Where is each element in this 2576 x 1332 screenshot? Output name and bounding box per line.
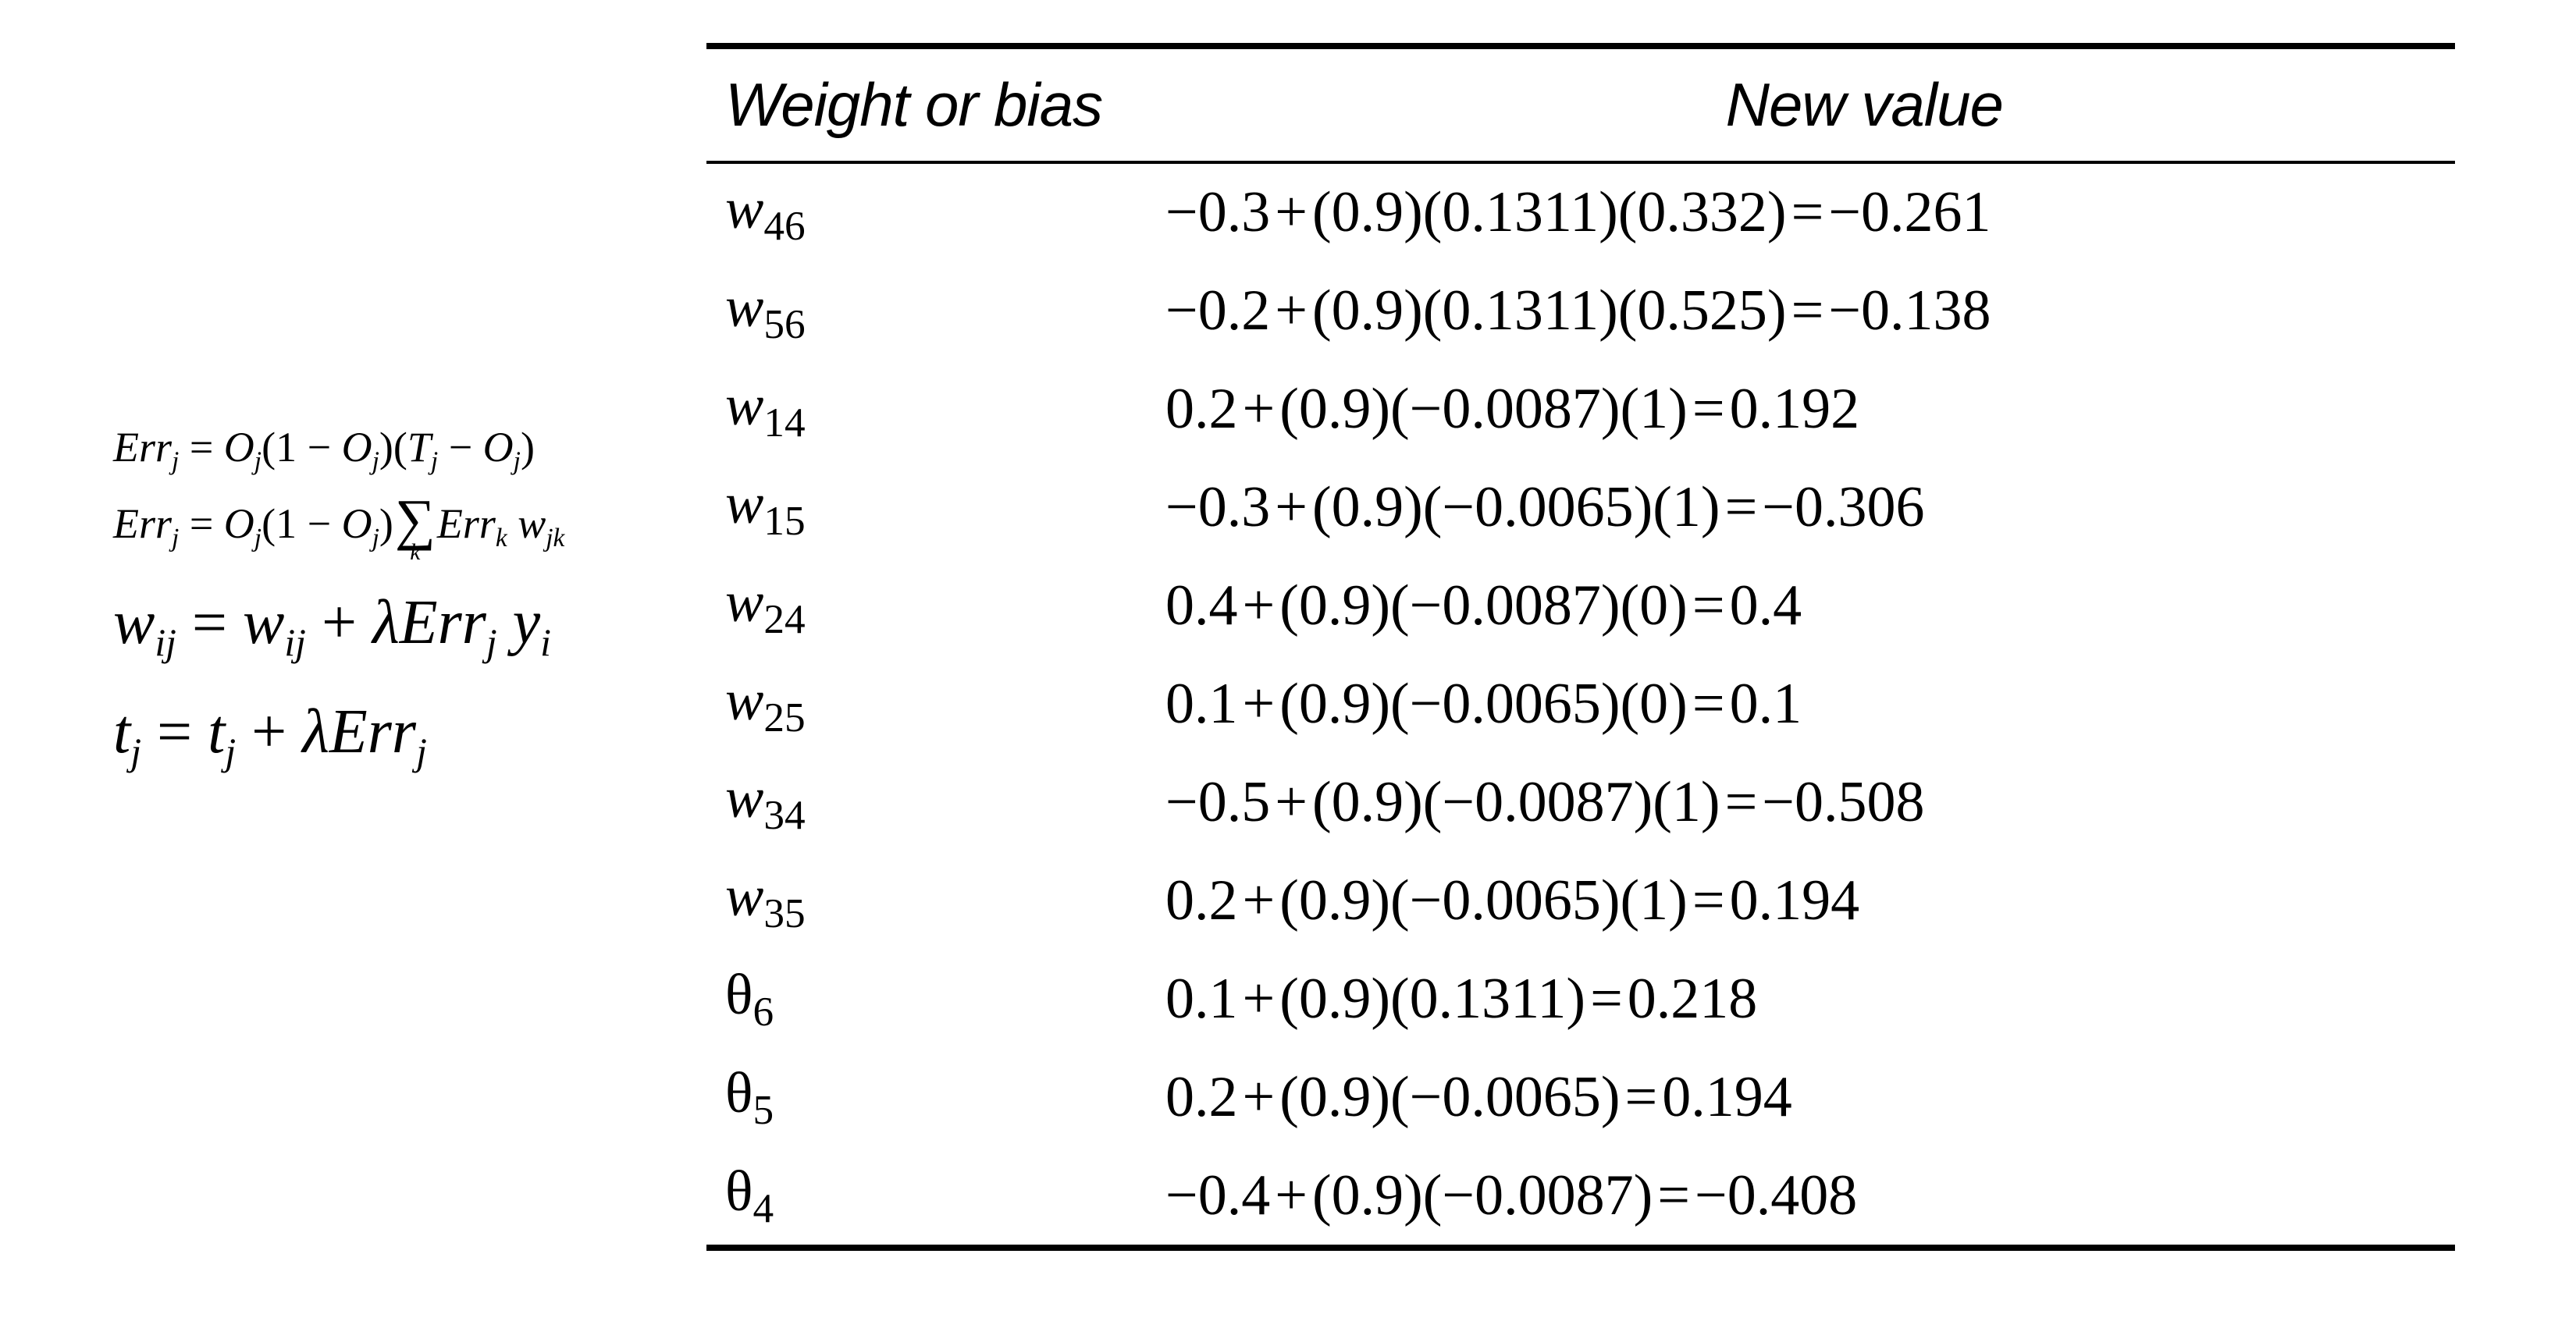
table-row: θ60.1+(0.9)(0.1311)=0.218 (706, 950, 2455, 1048)
weights-table-wrap: Weight or bias New value w46−0.3+(0.9)(0… (706, 43, 2455, 1251)
cell-symbol: w35 (706, 851, 1147, 950)
table-row: w56−0.2+(0.9)(0.1311)(0.525)=−0.138 (706, 262, 2455, 361)
table-row: w250.1+(0.9)(−0.0065)(0)=0.1 (706, 655, 2455, 754)
formula-err-hidden: Errj = Oj(1 − Oj)∑kErrk wjk (113, 492, 706, 563)
cell-expression: −0.2+(0.9)(0.1311)(0.525)=−0.138 (1147, 262, 2455, 361)
weights-table: Weight or bias New value (706, 49, 2455, 161)
cell-symbol: θ5 (706, 1048, 1147, 1146)
cell-expression: −0.3+(0.9)(0.1311)(0.332)=−0.261 (1147, 164, 2455, 262)
table-row: w140.2+(0.9)(−0.0087)(1)=0.192 (706, 361, 2455, 459)
formula-err-output: Errj = Oj(1 − Oj)(Tj − Oj) (113, 425, 706, 475)
cell-expression: 0.2+(0.9)(−0.0065)=0.194 (1147, 1048, 2455, 1146)
cell-expression: 0.1+(0.9)(−0.0065)(0)=0.1 (1147, 655, 2455, 754)
table-row: w350.2+(0.9)(−0.0065)(1)=0.194 (706, 851, 2455, 950)
cell-symbol: w46 (706, 164, 1147, 262)
table-bottom-rule (706, 1245, 2455, 1251)
table-row: θ50.2+(0.9)(−0.0065)=0.194 (706, 1048, 2455, 1146)
table-row: w34−0.5+(0.9)(−0.0087)(1)=−0.508 (706, 753, 2455, 851)
weights-table-body: w46−0.3+(0.9)(0.1311)(0.332)=−0.261w56−0… (706, 164, 2455, 1245)
cell-symbol: θ6 (706, 950, 1147, 1048)
cell-symbol: w15 (706, 459, 1147, 557)
cell-symbol: w25 (706, 655, 1147, 754)
cell-expression: 0.4+(0.9)(−0.0087)(0)=0.4 (1147, 557, 2455, 655)
formula-block: Errj = Oj(1 − Oj)(Tj − Oj) Errj = Oj(1 −… (113, 425, 706, 773)
formula-bias-update: tj = tj + λErrj (113, 699, 706, 773)
table-top-rule (706, 43, 2455, 49)
col-header-weight: Weight or bias (706, 49, 1707, 161)
col-header-value: New value (1707, 49, 2455, 161)
formula-weight-update: wij = wij + λErrj yi (113, 590, 706, 663)
cell-expression: −0.3+(0.9)(−0.0065)(1)=−0.306 (1147, 459, 2455, 557)
cell-expression: −0.5+(0.9)(−0.0087)(1)=−0.508 (1147, 753, 2455, 851)
table-row: θ4−0.4+(0.9)(−0.0087)=−0.408 (706, 1146, 2455, 1245)
table-row: w15−0.3+(0.9)(−0.0065)(1)=−0.306 (706, 459, 2455, 557)
cell-symbol: w24 (706, 557, 1147, 655)
cell-expression: 0.1+(0.9)(0.1311)=0.218 (1147, 950, 2455, 1048)
cell-expression: 0.2+(0.9)(−0.0087)(1)=0.192 (1147, 361, 2455, 459)
cell-symbol: w34 (706, 753, 1147, 851)
page-root: Errj = Oj(1 − Oj)(Tj − Oj) Errj = Oj(1 −… (0, 0, 2576, 1332)
cell-symbol: θ4 (706, 1146, 1147, 1245)
cell-symbol: w56 (706, 262, 1147, 361)
table-header-row: Weight or bias New value (706, 49, 2455, 161)
cell-expression: 0.2+(0.9)(−0.0065)(1)=0.194 (1147, 851, 2455, 950)
cell-symbol: w14 (706, 361, 1147, 459)
table-row: w46−0.3+(0.9)(0.1311)(0.332)=−0.261 (706, 164, 2455, 262)
cell-expression: −0.4+(0.9)(−0.0087)=−0.408 (1147, 1146, 2455, 1245)
table-row: w240.4+(0.9)(−0.0087)(0)=0.4 (706, 557, 2455, 655)
